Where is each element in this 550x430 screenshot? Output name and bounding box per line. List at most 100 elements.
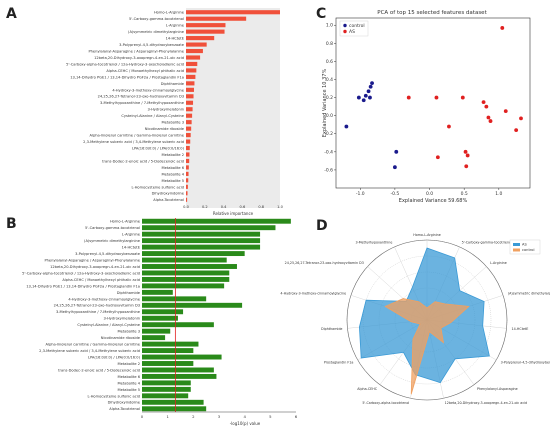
panel-b-bar [142,231,261,237]
panel-b-category-label: LPA(16:0/0:0) / LPA(0:0/16:0) [88,355,141,359]
panel-d-legend-swatch [513,248,520,252]
panel-c-xtick: -0.5 [391,191,400,197]
panel-a-category-label: Dihydroxyindoline [152,192,185,196]
panel-c-legend-marker [343,23,347,28]
panel-c-point-control [356,95,361,100]
panel-d-axis-label: 3-Polyprenyl-4,5-dihydroxybenzoate [501,361,550,365]
panel-c-legend-marker [343,29,347,34]
panel-a-bar [186,94,194,99]
panel-b-bar [142,399,204,405]
panel-a-bar [186,74,196,79]
panel-a-bar [186,100,194,105]
panel-b-bar [142,367,214,373]
panel-c-point-as [514,128,519,133]
panel-b-category-label: 4-Hydroxy-3-methoxy-cinnamoylglycine [68,297,140,301]
panel-c-point-control [394,149,399,154]
panel-b-category-label: Metabolite 4 [118,381,141,385]
panel-b-category-label: Metabolite 2 [118,362,140,366]
panel-c-ytick: 0.0 [326,113,333,119]
panel-c-frame [335,17,531,189]
panel-a-category-label: 12beta,20-Dihydroxy-3-oxopregn-4-en-21-o… [94,56,184,60]
panel-c-point-control [368,95,372,100]
panel-c-ytick: 0.2 [326,95,333,101]
panel-a-letter: A [6,6,17,22]
panel-d-axis-label: Alpha-CEHC [357,387,377,391]
panel-d-axis-label: 4-Hydroxy-3-methoxy-cinnamoylglycine [280,292,346,296]
panel-a-bar [186,126,192,131]
panel-c-point-control [361,98,366,103]
panel-b-category-label: 12beta,20-Dihydroxy-3-oxopregn-4-en-21-o… [50,265,140,269]
panel-c-xtick: 0.5 [461,191,468,197]
panel-d-axis-label: L-Arginine [490,261,507,265]
panel-b-category-label: Alpha-CEHC / Monoethylhexyl phthalic aci… [62,278,140,282]
panel-b-bar [142,276,230,282]
panel-a-bar [186,120,192,125]
panel-a-xtick: 1.0 [277,205,283,209]
panel-a-category-label: Alpha-linolenyl carnitine / Gamma-linole… [90,134,185,138]
panel-d-axis-label: 24,25,26,27-Tetranor-23-oxo-hydroxyvitam… [285,261,364,265]
panel-a-category-label: 3-Polyprenyl-4,5-dihydroxybenzoate [119,43,185,47]
panel-b-xtick: 0 [141,414,144,419]
panel-b-bar [142,380,191,386]
panel-a-xlabel: Relative importance [213,211,254,216]
panel-a-bar [186,139,191,144]
panel-c-ytick: -0.2 [324,131,333,137]
panel-c-point-as [464,164,469,169]
panel-b-bar [142,341,199,347]
panel-a-bar [186,113,193,118]
panel-a-category-label: Nicotinamide riboside [145,127,185,131]
panel-b-category-label: Alpha-Tocotrienol [109,407,140,411]
panel-d-letter: D [316,218,328,234]
panel-a-category-label: 14-HCtetE [166,37,185,41]
panel-a-bar [186,23,226,28]
panel-b-category-label: 14-HCtetE [122,246,141,250]
panel-a-bar [186,48,203,54]
panel-d-axis-label: 12beta,20-Dihydroxy-3-oxopregn-4-en-21-o… [445,401,527,405]
panel-b-bar [142,315,178,321]
panel-b-bar [142,322,214,328]
panel-c-point-control [370,81,374,86]
panel-c-point-as [447,124,451,129]
panel-a-bar [186,107,193,112]
panel-d-series-control [384,298,470,395]
panel-a-category-label: 3-Methylhypoxanthine / 7-Methylhypoxanth… [100,101,185,105]
panel-b-bar [142,225,276,231]
panel-b-bar [142,309,184,315]
panel-a-bar [186,29,225,34]
panel-b-bar [142,348,194,354]
panel-a-bar [186,171,189,176]
panel-b-bar [142,289,173,295]
panel-d-axis-label: 14-HCtetE [512,327,529,331]
panel-c-legend-label: control [349,23,365,29]
panel-a-xtick: 0.2 [202,205,208,209]
panel-c-point-as [463,149,468,154]
panel-b-category-label: Dihydroxyindoline [108,401,141,405]
panel-c-point-control [344,124,349,129]
panel-c-xtick: -1.0 [356,191,365,197]
panel-c-point-as [486,115,491,120]
panel-a-category-label: Alpha-Tocotrienol [153,198,184,202]
panel-a-bar [186,36,215,41]
panel-b-category-label: Alpha-linolenyl carnitine / Gamma-linole… [46,343,141,347]
panel-d-axis-label: (A)symmetric dimethylarginine [508,292,550,296]
panel-a-bar [186,184,188,189]
panel-d-legend-label: control [522,248,534,252]
panel-a-bar-chart: A Homo-L-Arginine 5'-Carboxy-gamma-tocotr… [6,6,284,216]
panel-c-point-as [465,153,470,158]
panel-d-axis-label: Diphthamide [321,327,342,331]
panel-b-bar [142,361,194,366]
panel-a-category-label: Metabolite 5 [162,179,184,183]
panel-d-axis-label: 5'-Carboxy-alpha-tocotrienol [362,401,409,405]
panel-a-category-label: trans-Dodec-2-enoic acid / 5-Dodecenoic … [102,159,184,163]
panel-b-xtick: 3 [218,414,221,419]
panel-a-category-label: L-Homocysteine sulfonic acid [131,185,184,189]
panel-d-axis-label: Homo-L-Arginine [413,233,441,237]
panel-b-xtick: 5 [269,414,272,419]
panel-b-bar [142,244,261,250]
panel-c-ytick: 1.0 [326,23,333,29]
panel-b-bar [142,218,291,224]
panel-c-ytick: 0.6 [326,59,333,65]
panel-d-axis-label: Phenylalanyl-Asparagine [477,387,518,391]
panel-a-category-label: 3-Hydroxymelatonin [147,108,184,112]
panel-b-category-label: 24,25,26,27-Tetranor-23-oxo-hydroxyvitam… [54,304,140,308]
